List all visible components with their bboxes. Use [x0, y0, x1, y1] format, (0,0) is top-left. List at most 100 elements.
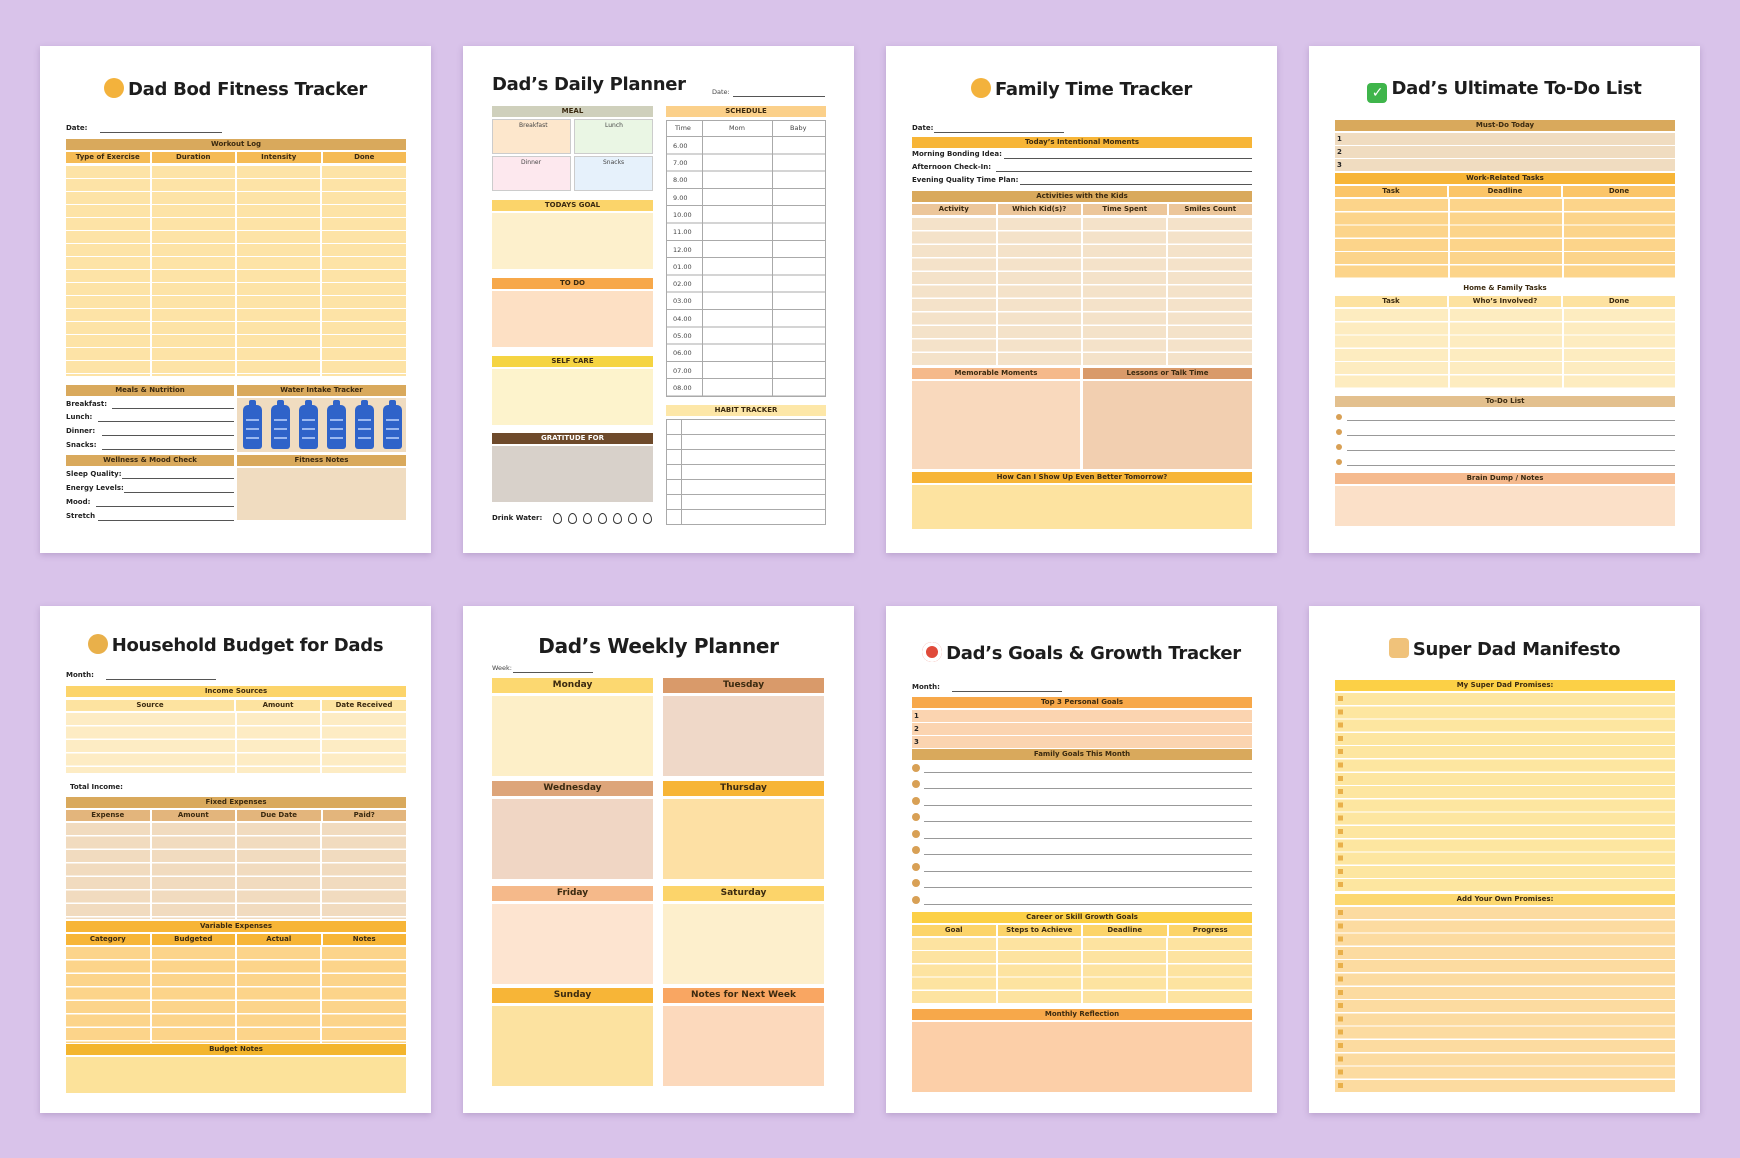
water-panel: [237, 398, 406, 452]
habit-table[interactable]: [666, 419, 826, 525]
workout-table[interactable]: Type of Exercise Duration Intensity Done: [66, 152, 406, 163]
evening-quality: Evening Quality Time Plan:: [912, 176, 1019, 184]
showup-box[interactable]: [912, 485, 1252, 529]
water-drop-icon[interactable]: [628, 513, 637, 524]
variable-header: Variable Expenses: [66, 921, 406, 932]
water-drop-icon[interactable]: [568, 513, 577, 524]
work-table[interactable]: Task Deadline Done: [1335, 186, 1675, 197]
col-done: Done: [322, 152, 406, 163]
fitness-notes-box[interactable]: [237, 468, 406, 520]
water-bottle-icon[interactable]: [383, 400, 402, 449]
drink-water-label: Drink Water:: [492, 514, 543, 522]
selfcare-box[interactable]: [492, 369, 653, 425]
page-title: Dad’s Goals & Growth Tracker: [946, 643, 1241, 664]
sleep-quality: Sleep Quality:: [66, 470, 122, 478]
home-header: Home & Family Tasks: [1335, 283, 1675, 294]
water-drop-icon[interactable]: [553, 513, 562, 524]
water-drop-icon[interactable]: [598, 513, 607, 524]
activities-table[interactable]: Activity Which Kid(s)? Time Spent Smiles…: [912, 204, 1252, 215]
meal-lunch[interactable]: Lunch: [574, 119, 653, 154]
schedule-header: SCHEDULE: [666, 106, 826, 117]
col-intensity: Intensity: [237, 152, 321, 163]
day-thursday: Thursday: [663, 781, 824, 796]
page-title: Super Dad Manifesto: [1412, 639, 1621, 660]
fixed-table[interactable]: Expense Amount Due Date Paid?: [66, 810, 406, 821]
meals-header: Meals & Nutrition: [66, 385, 234, 396]
lessons-box[interactable]: [1083, 381, 1252, 469]
page-title: Dad’s Weekly Planner: [538, 634, 779, 658]
checkmark-icon: ✓: [1367, 83, 1388, 103]
week-label: Week:: [492, 664, 512, 672]
gratitude-header: GRATITUDE FOR: [492, 433, 653, 444]
habit-header: HABIT TRACKER: [666, 405, 826, 416]
promises-header: My Super Dad Promises:: [1335, 680, 1675, 691]
meal-dinner[interactable]: Dinner: [492, 156, 571, 191]
home-table[interactable]: Task Who’s Involved? Done: [1335, 296, 1675, 307]
todo-box[interactable]: [492, 291, 653, 347]
water-bottle-icon[interactable]: [271, 400, 290, 449]
morning-bonding: Morning Bonding Idea:: [912, 150, 1002, 158]
page-title: Dad Bod Fitness Tracker: [128, 79, 367, 100]
promises-rows[interactable]: [1335, 693, 1675, 892]
career-table[interactable]: Goal Steps to Achieve Deadline Progress: [912, 925, 1252, 936]
wellness-header: Wellness & Mood Check: [66, 455, 234, 466]
own-promises-header: Add Your Own Promises:: [1335, 894, 1675, 905]
col-type: Type of Exercise: [66, 152, 150, 163]
must-do-rows[interactable]: [1335, 133, 1675, 171]
selfcare-header: SELF CARE: [492, 356, 653, 367]
meal-dinner: Dinner:: [66, 427, 96, 435]
water-bottle-icon[interactable]: [327, 400, 346, 449]
memorable-box[interactable]: [912, 381, 1080, 469]
water-bottle-icon[interactable]: [243, 400, 262, 449]
activities-header: Activities with the Kids: [912, 191, 1252, 202]
money-bag-icon: [87, 634, 108, 654]
brain-dump-header: Brain Dump / Notes: [1335, 473, 1675, 484]
brain-dump-box[interactable]: [1335, 486, 1675, 526]
meal-breakfast[interactable]: Breakfast: [492, 119, 571, 154]
stretch: Stretch: [66, 512, 96, 520]
reflection-header: Monthly Reflection: [912, 1009, 1252, 1020]
family-time-page: Family Time Tracker Date: Today’s Intent…: [886, 46, 1277, 553]
date-label: Date:: [712, 88, 730, 96]
water-drop-icon[interactable]: [613, 513, 622, 524]
income-table[interactable]: Source Amount Date Received: [66, 700, 406, 711]
target-icon: [922, 642, 943, 662]
own-promises-rows[interactable]: [1335, 907, 1675, 1092]
todays-goal-box[interactable]: [492, 213, 653, 269]
fitness-notes-header: Fitness Notes: [237, 455, 406, 466]
day-monday: Monday: [492, 678, 653, 693]
meal-header: MEAL: [492, 106, 653, 117]
page-title: Household Budget for Dads: [111, 635, 384, 656]
family-goals-header: Family Goals This Month: [912, 749, 1252, 760]
total-income: Total Income:: [70, 783, 123, 791]
meal-snacks[interactable]: Snacks: [574, 156, 653, 191]
daily-planner-page: Dad’s Daily Planner Date: MEAL Breakfast…: [463, 46, 854, 553]
water-drop-icon[interactable]: [583, 513, 592, 524]
budget-notes-box[interactable]: [66, 1057, 406, 1093]
schedule-table[interactable]: Time Mom Baby 6.00 7.00 8.00 9.00 10.00 …: [666, 120, 826, 397]
fixed-header: Fixed Expenses: [66, 797, 406, 808]
variable-table[interactable]: Category Budgeted Actual Notes: [66, 934, 406, 945]
gratitude-box[interactable]: [492, 446, 653, 502]
water-header: Water Intake Tracker: [237, 385, 406, 396]
family-icon: [970, 78, 991, 98]
scroll-icon: [1388, 638, 1409, 658]
todo-header: TO DO: [492, 278, 653, 289]
todo-list-page: ✓ Dad’s Ultimate To-Do List Must-Do Today…: [1309, 46, 1700, 553]
water-drop-icon[interactable]: [643, 513, 652, 524]
water-bottle-icon[interactable]: [299, 400, 318, 449]
meal-lunch: Lunch:: [66, 413, 93, 421]
work-header: Work-Related Tasks: [1335, 173, 1675, 184]
date-line[interactable]: [100, 132, 222, 133]
meal-snacks: Snacks:: [66, 441, 97, 449]
reflection-box[interactable]: [912, 1022, 1252, 1092]
water-bottle-icon[interactable]: [355, 400, 374, 449]
mood: Mood:: [66, 498, 91, 506]
day-saturday: Saturday: [663, 886, 824, 901]
intentional-header: Today’s Intentional Moments: [912, 137, 1252, 148]
date-label: Date:: [66, 124, 88, 132]
day-wednesday: Wednesday: [492, 781, 653, 796]
budget-notes-header: Budget Notes: [66, 1044, 406, 1055]
meal-breakfast: Breakfast:: [66, 400, 107, 408]
top3-header: Top 3 Personal Goals: [912, 697, 1252, 708]
